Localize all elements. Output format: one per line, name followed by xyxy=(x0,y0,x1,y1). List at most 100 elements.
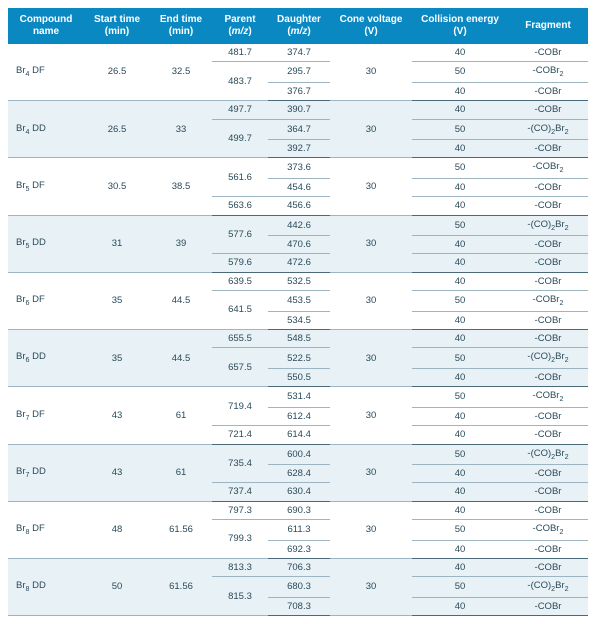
fragment: -COBr xyxy=(508,368,588,386)
daughter-mz: 470.6 xyxy=(268,236,330,254)
collision-energy: 40 xyxy=(412,464,508,482)
daughter-mz: 600.4 xyxy=(268,444,330,464)
start-time: 26.5 xyxy=(84,44,150,101)
cone-voltage: 30 xyxy=(330,558,412,615)
collision-energy: 40 xyxy=(412,178,508,196)
collision-energy: 40 xyxy=(412,597,508,615)
fragment: -COBr2 xyxy=(508,387,588,407)
daughter-mz: 531.4 xyxy=(268,387,330,407)
fragment: -COBr xyxy=(508,330,588,348)
parent-mz: 655.5 xyxy=(212,330,268,348)
mrm-transitions-table: CompoundnameStart time(min)End time(min)… xyxy=(8,8,588,616)
end-time: 44.5 xyxy=(150,330,212,387)
table-row: Br6 DD3544.5655.5548.53040-COBr xyxy=(8,330,588,348)
daughter-mz: 376.7 xyxy=(268,82,330,100)
cone-voltage: 30 xyxy=(330,101,412,158)
collision-energy: 40 xyxy=(412,82,508,100)
cone-voltage: 30 xyxy=(330,158,412,215)
daughter-mz: 532.5 xyxy=(268,272,330,290)
table-row: Br5 DD3139577.6442.63050-(CO)2Br2 xyxy=(8,215,588,235)
daughter-mz: 706.3 xyxy=(268,558,330,576)
collision-energy: 40 xyxy=(412,236,508,254)
compound-name: Br6 DD xyxy=(8,330,84,387)
end-time: 61.56 xyxy=(150,501,212,558)
compound-name: Br4 DD xyxy=(8,101,84,158)
daughter-mz: 373.6 xyxy=(268,158,330,178)
table-row: Br4 DF26.532.5481.7374.73040-COBr xyxy=(8,44,588,62)
parent-mz: 797.3 xyxy=(212,501,268,519)
col-header-2: End time(min) xyxy=(150,8,212,44)
cone-voltage: 30 xyxy=(330,44,412,101)
parent-mz: 721.4 xyxy=(212,426,268,444)
col-header-3: Parent(m/z) xyxy=(212,8,268,44)
daughter-mz: 374.7 xyxy=(268,44,330,62)
collision-energy: 40 xyxy=(412,140,508,158)
parent-mz: 815.3 xyxy=(212,577,268,616)
collision-energy: 40 xyxy=(412,44,508,62)
fragment: -(CO)2Br2 xyxy=(508,348,588,368)
collision-energy: 40 xyxy=(412,254,508,272)
compound-name: Br8 DF xyxy=(8,501,84,558)
parent-mz: 499.7 xyxy=(212,119,268,158)
fragment: -COBr xyxy=(508,597,588,615)
collision-energy: 40 xyxy=(412,558,508,576)
daughter-mz: 692.3 xyxy=(268,540,330,558)
collision-energy: 40 xyxy=(412,368,508,386)
table-row: Br8 DF4861.56797.3690.33040-COBr xyxy=(8,501,588,519)
fragment: -COBr2 xyxy=(508,158,588,178)
fragment: -COBr xyxy=(508,44,588,62)
fragment: -COBr xyxy=(508,140,588,158)
collision-energy: 50 xyxy=(412,215,508,235)
fragment: -COBr xyxy=(508,178,588,196)
daughter-mz: 522.5 xyxy=(268,348,330,368)
collision-energy: 40 xyxy=(412,330,508,348)
daughter-mz: 680.3 xyxy=(268,577,330,597)
collision-energy: 40 xyxy=(412,311,508,329)
parent-mz: 577.6 xyxy=(212,215,268,254)
fragment: -(CO)2Br2 xyxy=(508,577,588,597)
collision-energy: 50 xyxy=(412,62,508,82)
daughter-mz: 472.6 xyxy=(268,254,330,272)
collision-energy: 50 xyxy=(412,348,508,368)
fragment: -COBr xyxy=(508,101,588,119)
cone-voltage: 30 xyxy=(330,501,412,558)
start-time: 43 xyxy=(84,444,150,501)
end-time: 44.5 xyxy=(150,272,212,329)
daughter-mz: 456.6 xyxy=(268,197,330,215)
collision-energy: 50 xyxy=(412,577,508,597)
collision-energy: 40 xyxy=(412,540,508,558)
fragment: -(CO)2Br2 xyxy=(508,119,588,139)
parent-mz: 641.5 xyxy=(212,291,268,330)
fragment: -COBr xyxy=(508,254,588,272)
fragment: -COBr xyxy=(508,540,588,558)
parent-mz: 563.6 xyxy=(212,197,268,215)
parent-mz: 657.5 xyxy=(212,348,268,387)
daughter-mz: 548.5 xyxy=(268,330,330,348)
compound-name: Br7 DD xyxy=(8,444,84,501)
daughter-mz: 442.6 xyxy=(268,215,330,235)
collision-energy: 40 xyxy=(412,407,508,425)
parent-mz: 735.4 xyxy=(212,444,268,483)
start-time: 48 xyxy=(84,501,150,558)
fragment: -COBr xyxy=(508,558,588,576)
start-time: 35 xyxy=(84,330,150,387)
cone-voltage: 30 xyxy=(330,387,412,444)
start-time: 50 xyxy=(84,558,150,615)
end-time: 33 xyxy=(150,101,212,158)
compound-name: Br7 DF xyxy=(8,387,84,444)
table-row: Br4 DD26.533497.7390.73040-COBr xyxy=(8,101,588,119)
daughter-mz: 392.7 xyxy=(268,140,330,158)
start-time: 35 xyxy=(84,272,150,329)
compound-name: Br5 DD xyxy=(8,215,84,272)
col-header-1: Start time(min) xyxy=(84,8,150,44)
start-time: 43 xyxy=(84,387,150,444)
daughter-mz: 630.4 xyxy=(268,483,330,501)
table-body: Br4 DF26.532.5481.7374.73040-COBr483.729… xyxy=(8,44,588,616)
table-row: Br5 DF30.538.5561.6373.63050-COBr2 xyxy=(8,158,588,178)
daughter-mz: 550.5 xyxy=(268,368,330,386)
fragment: -COBr xyxy=(508,272,588,290)
parent-mz: 639.5 xyxy=(212,272,268,290)
compound-name: Br8 DD xyxy=(8,558,84,615)
table-row: Br7 DD4361735.4600.43050-(CO)2Br2 xyxy=(8,444,588,464)
fragment: -(CO)2Br2 xyxy=(508,444,588,464)
